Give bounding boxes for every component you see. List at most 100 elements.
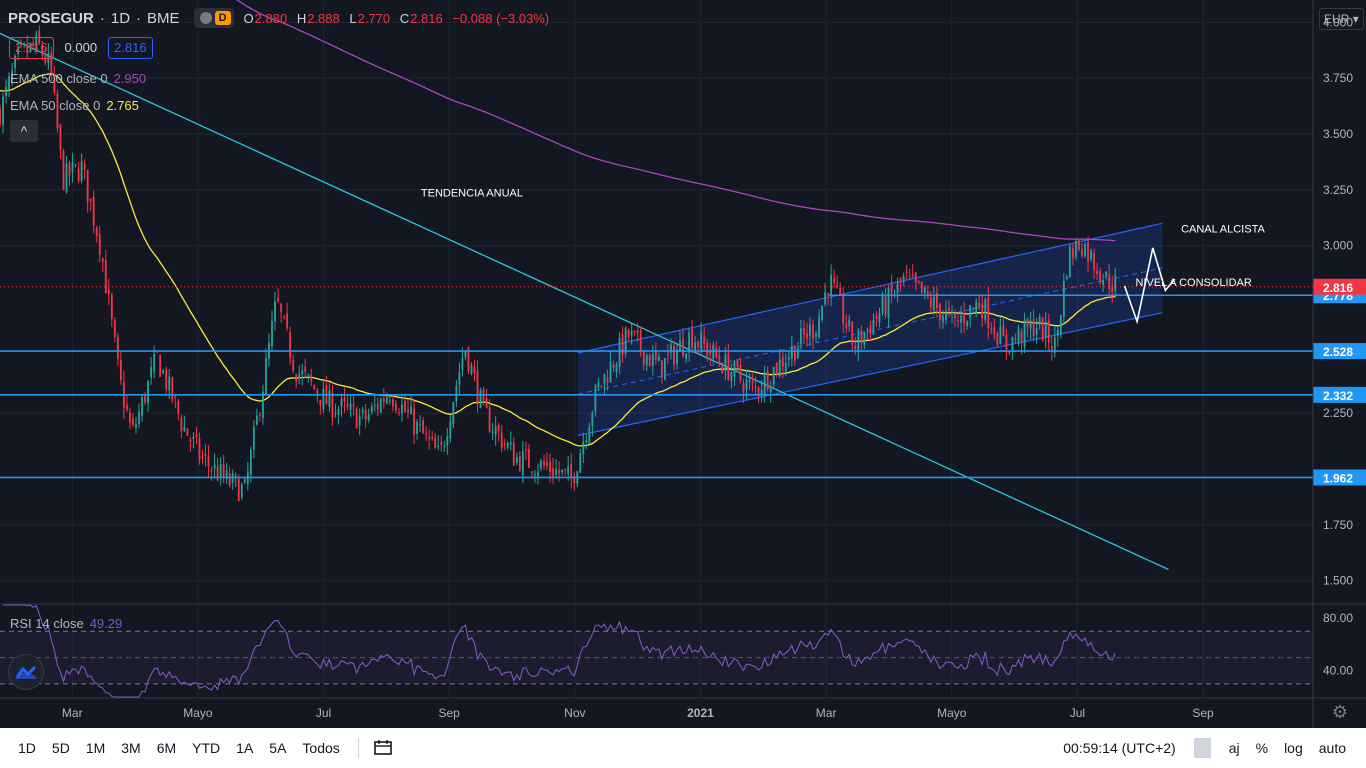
level-price-label: 2.332 xyxy=(1323,389,1353,403)
bid-price[interactable]: 2.816 xyxy=(9,37,54,59)
candle-body xyxy=(682,339,684,356)
clock-display[interactable]: 00:59:14 (UTC+2) xyxy=(1063,740,1176,756)
candle-body xyxy=(567,466,570,474)
candle-body xyxy=(14,55,17,68)
market-toggle[interactable]: D xyxy=(193,8,234,28)
candle-body xyxy=(917,280,920,283)
candle-body xyxy=(645,355,648,366)
candle-body xyxy=(745,379,748,390)
candle-body xyxy=(975,302,978,313)
candle-body xyxy=(579,453,582,474)
candle-body xyxy=(1008,351,1011,353)
candle-body xyxy=(911,274,914,276)
timeframe-6m[interactable]: 6M xyxy=(156,740,177,756)
candle-body xyxy=(709,351,712,355)
interval-label[interactable]: 1D xyxy=(110,9,131,27)
candle-body xyxy=(945,310,947,320)
timeframe-1d[interactable]: 1D xyxy=(18,740,36,756)
candle-body xyxy=(531,471,533,473)
opt-percent[interactable]: % xyxy=(1255,740,1269,756)
opt-log[interactable]: log xyxy=(1284,740,1303,756)
candle-body xyxy=(558,469,561,474)
candle-body xyxy=(796,347,799,359)
opt-auto[interactable]: auto xyxy=(1318,740,1346,756)
candle-body xyxy=(1032,318,1035,337)
candle-body xyxy=(26,45,29,53)
timeframe-5a[interactable]: 5A xyxy=(269,740,287,756)
candle-body xyxy=(800,328,802,345)
candle-body xyxy=(899,277,902,283)
candle-body xyxy=(697,341,700,347)
candle-body xyxy=(1020,331,1023,344)
ask-price[interactable]: 2.816 xyxy=(108,37,153,59)
opt-adjust[interactable]: aj xyxy=(1228,740,1240,756)
candle-body xyxy=(1068,245,1071,278)
candle-body xyxy=(1056,329,1059,336)
candle-body xyxy=(733,361,736,377)
projection-arrow xyxy=(1123,247,1176,325)
candle-body xyxy=(627,329,630,337)
candle-body xyxy=(346,403,349,407)
candle-body xyxy=(1005,334,1008,350)
candle-body xyxy=(606,377,609,383)
candle-body xyxy=(201,457,204,459)
tradingview-logo-icon[interactable] xyxy=(8,654,44,690)
candle-body xyxy=(763,372,766,394)
candle-body xyxy=(848,319,851,327)
candle-body xyxy=(887,287,890,318)
timeframe-todos[interactable]: Todos xyxy=(302,740,340,756)
x-tick-label: Nov xyxy=(564,706,585,720)
candle-body xyxy=(159,355,162,377)
ema50-legend[interactable]: EMA 50 close 0 2.765 xyxy=(10,98,139,113)
candle-body xyxy=(963,312,966,324)
timeframe-1m[interactable]: 1M xyxy=(85,740,106,756)
candle-body xyxy=(464,350,467,358)
candle-body xyxy=(515,457,518,464)
candle-body xyxy=(358,415,361,426)
candle-body xyxy=(1011,337,1014,351)
candle-body xyxy=(809,324,811,337)
timeframe-ytd[interactable]: YTD xyxy=(192,740,221,756)
rsi-legend[interactable]: RSI 14 close 49.29 xyxy=(10,616,123,631)
candle-body xyxy=(939,303,941,321)
symbol-name[interactable]: PROSEGUR xyxy=(8,9,94,27)
candle-body xyxy=(307,374,310,376)
candle-body xyxy=(407,409,409,413)
candle-body xyxy=(50,52,53,74)
calendar-range-icon[interactable] xyxy=(373,738,393,759)
gear-icon[interactable]: ⚙ xyxy=(1331,702,1349,722)
candle-body xyxy=(854,345,857,349)
collapse-legend-button[interactable]: ^ xyxy=(10,120,38,142)
candle-body xyxy=(1084,244,1086,257)
candle-body xyxy=(138,411,140,425)
candle-body xyxy=(352,403,355,407)
candle-body xyxy=(404,401,406,412)
candle-body xyxy=(428,437,431,439)
candle-body xyxy=(657,356,660,362)
timeframe-5d[interactable]: 5D xyxy=(51,740,70,756)
timeframe-3m[interactable]: 3M xyxy=(121,740,141,756)
candle-body xyxy=(857,330,860,353)
candle-body xyxy=(419,424,422,426)
candle-body xyxy=(984,299,987,320)
candle-body xyxy=(150,367,153,378)
candle-body xyxy=(534,473,536,476)
level-label-bg xyxy=(1313,386,1366,403)
channel-lower-line xyxy=(577,312,1163,437)
candle-body xyxy=(86,169,89,203)
candle-body xyxy=(401,404,403,413)
candle-body xyxy=(766,370,769,390)
currency-selector[interactable]: EUR ▾ xyxy=(1319,8,1364,30)
candle-body xyxy=(413,408,415,435)
candle-body xyxy=(80,161,83,181)
candle-body xyxy=(298,373,301,379)
ema500-legend[interactable]: EMA 500 close 0 2.950 xyxy=(10,71,147,86)
x-tick-label: Jul xyxy=(316,706,331,720)
exchange-label: BME xyxy=(147,9,180,27)
candle-body xyxy=(540,460,542,469)
candle-body xyxy=(1114,275,1117,291)
candle-body xyxy=(177,401,180,414)
candle-body xyxy=(1111,286,1114,293)
timeframe-1a[interactable]: 1A xyxy=(236,740,254,756)
